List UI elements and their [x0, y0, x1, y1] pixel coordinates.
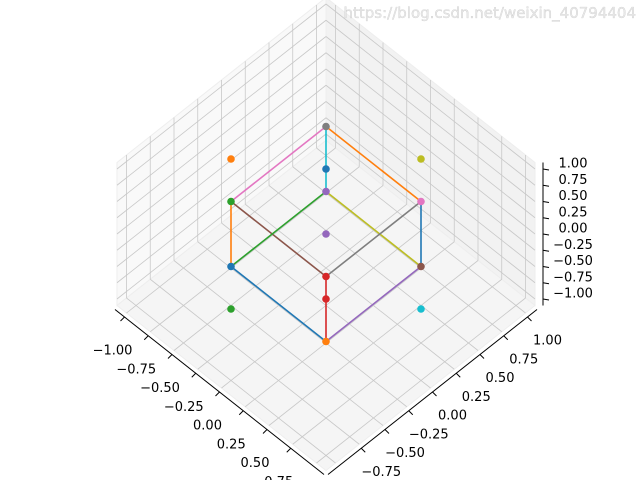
scatter-point — [227, 155, 235, 163]
z-tick — [542, 201, 550, 203]
xwall-gridline-z — [116, 36, 327, 202]
cube-vertex-point — [417, 262, 425, 271]
gridlines — [116, 3, 536, 464]
cube-edges — [230, 125, 422, 343]
z-tick — [542, 298, 550, 301]
z-tick-label: 0.25 — [559, 205, 588, 220]
xwall-gridline-z — [116, 19, 327, 186]
cube-vertex-point — [322, 337, 330, 346]
ywall-gridline-z — [325, 19, 536, 186]
cube-edge — [325, 190, 422, 268]
x-tick-label: −0.50 — [140, 381, 180, 396]
y-tick — [408, 410, 414, 416]
z-tick-label: −1.00 — [553, 287, 593, 302]
markers — [227, 122, 425, 346]
y-tick-label: 0.00 — [438, 409, 467, 424]
z-tick-label: 0.00 — [559, 222, 588, 237]
x-tick — [143, 335, 149, 341]
cube-vertex-point — [322, 187, 330, 196]
z-tick-label: 0.75 — [559, 173, 588, 188]
y-tick-label: −0.50 — [385, 446, 425, 461]
x-tick-label: −0.75 — [116, 362, 156, 377]
cube-vertex-point — [322, 122, 330, 131]
xwall-gridline-z — [116, 3, 327, 170]
floor-gridline-x — [268, 260, 479, 426]
cube-edge — [230, 265, 327, 343]
y-tick — [432, 391, 437, 397]
y-tick — [455, 372, 461, 378]
axes: −1.00−0.75−0.50−0.250.000.250.500.75−0.7… — [93, 157, 593, 480]
floor-gridline-y — [245, 203, 455, 370]
z-tick — [542, 266, 550, 268]
xwall-gridline-z — [116, 52, 327, 219]
y-tick — [527, 316, 532, 322]
floor-gridline-x — [316, 297, 526, 464]
z-tick — [542, 168, 550, 171]
y-tick — [479, 354, 485, 359]
y-tick — [360, 447, 366, 453]
x-tick-label: −0.25 — [164, 400, 204, 415]
y-tick-label: −0.25 — [409, 427, 449, 442]
x-tick-label: −1.00 — [93, 344, 133, 359]
cube-edge — [230, 125, 327, 203]
scatter-point — [322, 295, 330, 303]
z-tick-label: −0.25 — [553, 238, 593, 253]
y-tick — [384, 429, 390, 434]
scatter-point — [417, 155, 425, 163]
cube-vertex-point — [227, 262, 235, 271]
z-tick — [542, 249, 550, 252]
cube-edge — [230, 200, 327, 278]
ywall-gridline-z — [325, 36, 536, 202]
x-tick — [120, 316, 125, 322]
ywall-gridline-z — [325, 68, 536, 235]
x-tick — [286, 447, 292, 453]
cube-edge — [325, 200, 422, 278]
ywall-gridline-z — [325, 3, 536, 170]
y-tick-label: 0.75 — [509, 352, 538, 367]
z-tick-label: −0.50 — [553, 254, 593, 269]
z-tick-label: −0.75 — [553, 270, 593, 285]
scatter-point — [322, 165, 330, 173]
watermark: https://blog.csdn.net/weixin_40794404 — [343, 4, 636, 23]
x-tick — [191, 372, 197, 378]
y-tick — [503, 335, 509, 341]
cube-edge — [325, 125, 422, 203]
scatter-point — [417, 305, 425, 313]
y-tick-label: −0.75 — [361, 465, 401, 480]
x-tick-label: 0.75 — [264, 475, 293, 480]
scatter-point — [227, 305, 235, 313]
z-tick-label: 0.50 — [559, 189, 588, 204]
ywall-gridline-z — [325, 52, 536, 219]
cube-vertex-point — [227, 197, 235, 206]
z-tick — [542, 217, 550, 220]
cube-vertex-point — [322, 272, 330, 281]
z-tick — [542, 282, 550, 285]
floor-gridline-x — [292, 278, 502, 445]
x-tick — [238, 410, 244, 416]
scatter-point — [322, 230, 330, 238]
z-tick — [542, 184, 550, 187]
y-tick-label: 0.25 — [462, 390, 491, 405]
y-tick-label: 1.00 — [533, 334, 562, 349]
x-tick — [167, 354, 173, 359]
cube-vertex-point — [417, 197, 425, 206]
xwall-gridline-z — [116, 68, 327, 235]
z-tick — [542, 233, 550, 236]
x-tick-label: 0.25 — [217, 437, 246, 452]
x-tick-label: 0.00 — [193, 419, 222, 434]
cube-edge — [230, 190, 327, 268]
z-tick-label: 1.00 — [559, 157, 588, 172]
floor-gridline-y — [268, 185, 479, 351]
cube-edge — [325, 265, 422, 343]
x-tick — [262, 429, 268, 434]
y-tick-label: 0.50 — [486, 371, 515, 386]
x-tick-label: 0.50 — [241, 456, 270, 471]
x-tick — [215, 391, 220, 397]
